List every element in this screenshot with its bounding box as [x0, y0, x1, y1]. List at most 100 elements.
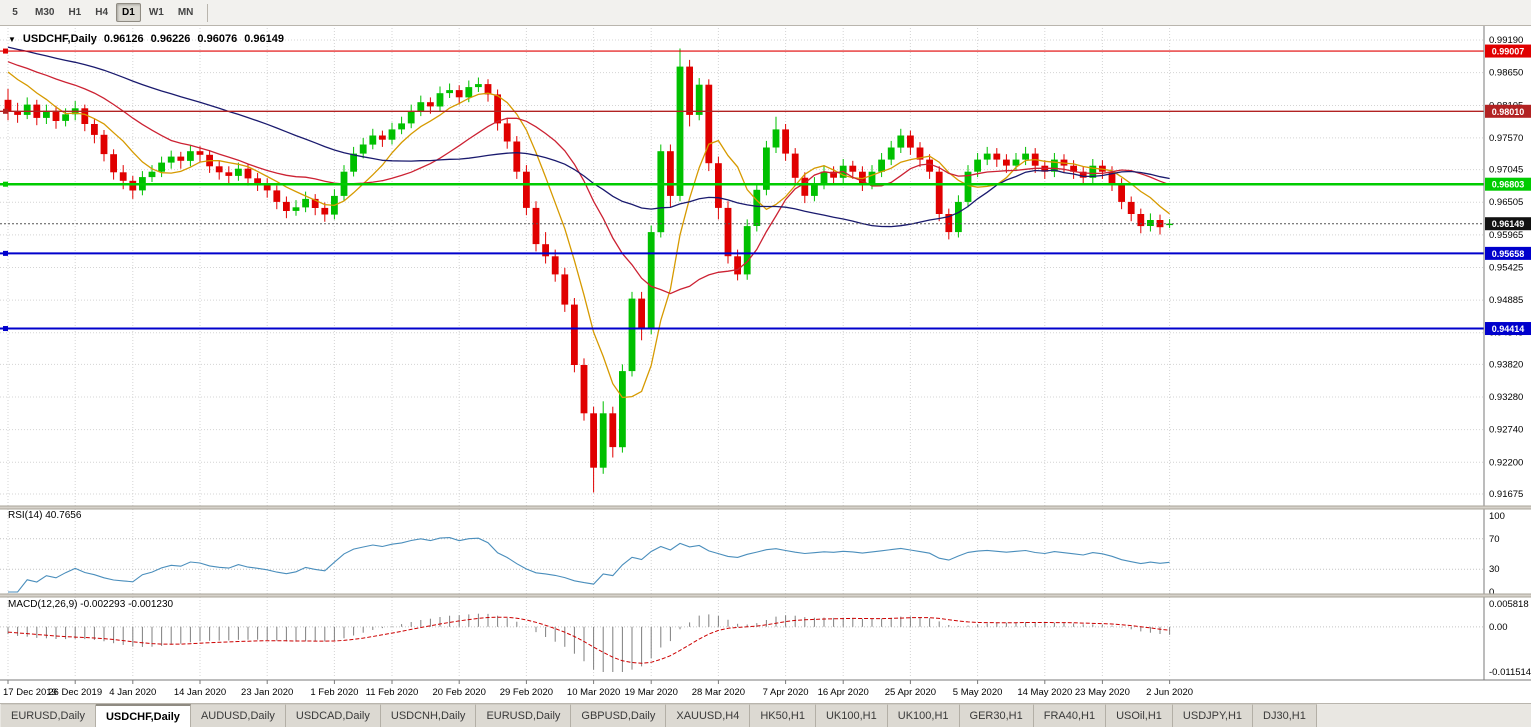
timeframe-button-m30[interactable]: M30 [35, 7, 55, 18]
symbol-tab-dj30-h1[interactable]: DJ30,H1 [1253, 704, 1317, 727]
svg-text:10 Mar 2020: 10 Mar 2020 [567, 687, 620, 698]
chart-menu-icon[interactable]: ▼ [8, 34, 16, 44]
svg-text:0.91675: 0.91675 [1489, 489, 1523, 500]
timeframe-button-mn[interactable]: MN [177, 7, 194, 18]
candles-layer [4, 48, 1173, 493]
hline-handle[interactable] [3, 326, 8, 332]
svg-text:0.92200: 0.92200 [1489, 457, 1523, 468]
svg-text:20 Feb 2020: 20 Feb 2020 [433, 687, 486, 698]
svg-text:0.96149: 0.96149 [1492, 219, 1525, 229]
svg-text:17 Dec 2019: 17 Dec 2019 [3, 687, 57, 698]
symbol-tab-usoil-h1[interactable]: USOil,H1 [1106, 704, 1173, 727]
rsi-line [8, 537, 1170, 593]
moving-average-7 [7, 71, 1170, 399]
symbol-tab-fra40-h1[interactable]: FRA40,H1 [1033, 704, 1107, 727]
hline-handle[interactable] [3, 250, 8, 256]
svg-text:29 Feb 2020: 29 Feb 2020 [500, 687, 553, 698]
symbol-tab-ger30-h1[interactable]: GER30,H1 [959, 704, 1034, 727]
svg-text:0: 0 [1489, 587, 1494, 598]
chart-symbol-label: USDCHF,Daily [22, 33, 97, 45]
symbol-tab-uk100-h1[interactable]: UK100,H1 [815, 704, 888, 727]
hline-handle[interactable] [3, 48, 8, 54]
hline-price-tag [1485, 177, 1531, 191]
chart-tabs: EURUSD,Daily USDCHF,Daily AUDUSD,Daily USDC… [1, 704, 1317, 727]
hline-price-tag [1485, 44, 1531, 58]
svg-text:16 Apr 2020: 16 Apr 2020 [818, 687, 869, 698]
macd-indicator-label: MACD(12,26,9) -0.002293 -0.001230 [8, 599, 174, 610]
svg-text:70: 70 [1489, 534, 1500, 545]
svg-text:23 May 2020: 23 May 2020 [1075, 687, 1130, 698]
svg-text:0.98010: 0.98010 [1492, 107, 1525, 117]
timeframe-button-w1[interactable]: W1 [148, 7, 164, 18]
chart-high-value: 0.96226 [150, 33, 191, 45]
svg-text:0.94414: 0.94414 [1492, 324, 1525, 334]
symbol-tab-gbpusd-daily[interactable]: GBPUSD,Daily [571, 704, 667, 727]
svg-text:0.99190: 0.99190 [1489, 35, 1523, 46]
moving-average-40 [7, 46, 1170, 228]
svg-text:5 May 2020: 5 May 2020 [953, 687, 1003, 698]
svg-text:25 Apr 2020: 25 Apr 2020 [885, 687, 936, 698]
rsi-indicator-label: RSI(14) 40.7656 [8, 510, 82, 521]
hline-price-tag [1485, 322, 1531, 336]
chart-open-value: 0.96126 [103, 33, 144, 45]
symbol-tab-usdjpy-h1[interactable]: USDJPY,H1 [1172, 704, 1254, 727]
chart-ohlc-title: ▼ USDCHF,Daily 0.96126 0.96226 0.96076 0… [8, 33, 284, 45]
symbol-tab-usdcad-daily[interactable]: USDCAD,Daily [285, 704, 381, 727]
timeframe-button-h4[interactable]: H4 [95, 7, 109, 18]
svg-text:0.96803: 0.96803 [1492, 180, 1525, 190]
pane-splitter[interactable] [0, 594, 1531, 597]
timeframe-toolbar: 5 M30 H1 H4 D1 W1 MN [0, 0, 1531, 26]
hline-handle[interactable] [3, 181, 8, 187]
timeframe-button-h1[interactable]: H1 [68, 7, 82, 18]
svg-text:0.93820: 0.93820 [1489, 359, 1523, 370]
svg-text:28 Mar 2020: 28 Mar 2020 [692, 687, 745, 698]
symbol-tab-hk50-h1[interactable]: HK50,H1 [750, 704, 816, 727]
timeframe-buttons: 5 M30 H1 H4 D1 W1 MN [3, 3, 199, 22]
current-price-tag [1485, 217, 1531, 231]
chart-low-value: 0.96076 [197, 33, 238, 45]
hline-handle[interactable] [3, 108, 8, 114]
price-axis[interactable]: 0.991900.986500.981050.975700.970450.965… [1483, 26, 1531, 680]
svg-text:100: 100 [1489, 511, 1505, 522]
symbol-tab-usdchf-daily[interactable]: USDCHF,Daily [95, 704, 191, 727]
macd-histogram [7, 613, 1171, 672]
pane-splitter[interactable] [0, 506, 1531, 509]
symbol-tab-xauusd-h4[interactable]: XAUUSD,H4 [666, 704, 751, 727]
svg-text:1 Feb 2020: 1 Feb 2020 [310, 687, 358, 698]
svg-text:0.99007: 0.99007 [1492, 47, 1525, 57]
toolbar-separator [207, 3, 209, 22]
symbol-tab-usdcnh-daily[interactable]: USDCNH,Daily [380, 704, 477, 727]
svg-text:4 Jan 2020: 4 Jan 2020 [109, 687, 156, 698]
symbol-tab-eurusd-daily[interactable]: EURUSD,Daily [1, 704, 96, 727]
svg-text:11 Feb 2020: 11 Feb 2020 [366, 687, 419, 698]
svg-text:19 Mar 2020: 19 Mar 2020 [625, 687, 678, 698]
svg-text:0.00: 0.00 [1489, 622, 1508, 633]
rsi-level-lines [0, 538, 1484, 570]
symbol-tab-audusd-daily[interactable]: AUDUSD,Daily [190, 704, 286, 727]
svg-text:0.92740: 0.92740 [1489, 425, 1523, 436]
hline-price-tag [1485, 104, 1531, 118]
svg-text:0.97045: 0.97045 [1489, 165, 1523, 176]
symbol-tab-uk100-h1[interactable]: UK100,H1 [887, 704, 960, 727]
chart-window[interactable]: 0.991900.986500.981050.975700.970450.965… [0, 26, 1531, 703]
chart-tabs-bar: EURUSD,Daily USDCHF,Daily AUDUSD,Daily USDC… [0, 703, 1531, 727]
svg-text:23 Jan 2020: 23 Jan 2020 [241, 687, 293, 698]
chart-close-value: 0.96149 [244, 33, 284, 45]
grid-layer [0, 28, 1484, 678]
svg-text:30: 30 [1489, 564, 1500, 575]
svg-text:0.93280: 0.93280 [1489, 392, 1523, 403]
timeframe-button-d1[interactable]: D1 [116, 3, 141, 22]
svg-text:-0.011514: -0.011514 [1489, 667, 1531, 678]
moving-average-18 [7, 61, 1170, 295]
svg-text:0.96505: 0.96505 [1489, 197, 1523, 208]
svg-text:0.94885: 0.94885 [1489, 295, 1523, 306]
price-chart-canvas[interactable]: 0.991900.986500.981050.975700.970450.965… [0, 26, 1531, 703]
svg-text:2 Jun 2020: 2 Jun 2020 [1146, 687, 1193, 698]
timeframe-button-5[interactable]: 5 [12, 7, 18, 18]
hline-price-tag [1485, 246, 1531, 260]
svg-text:14 Jan 2020: 14 Jan 2020 [174, 687, 226, 698]
svg-text:0.005818: 0.005818 [1489, 599, 1529, 610]
symbol-tab-eurusd-daily[interactable]: EURUSD,Daily [476, 704, 572, 727]
macd-signal-line [7, 616, 1170, 664]
